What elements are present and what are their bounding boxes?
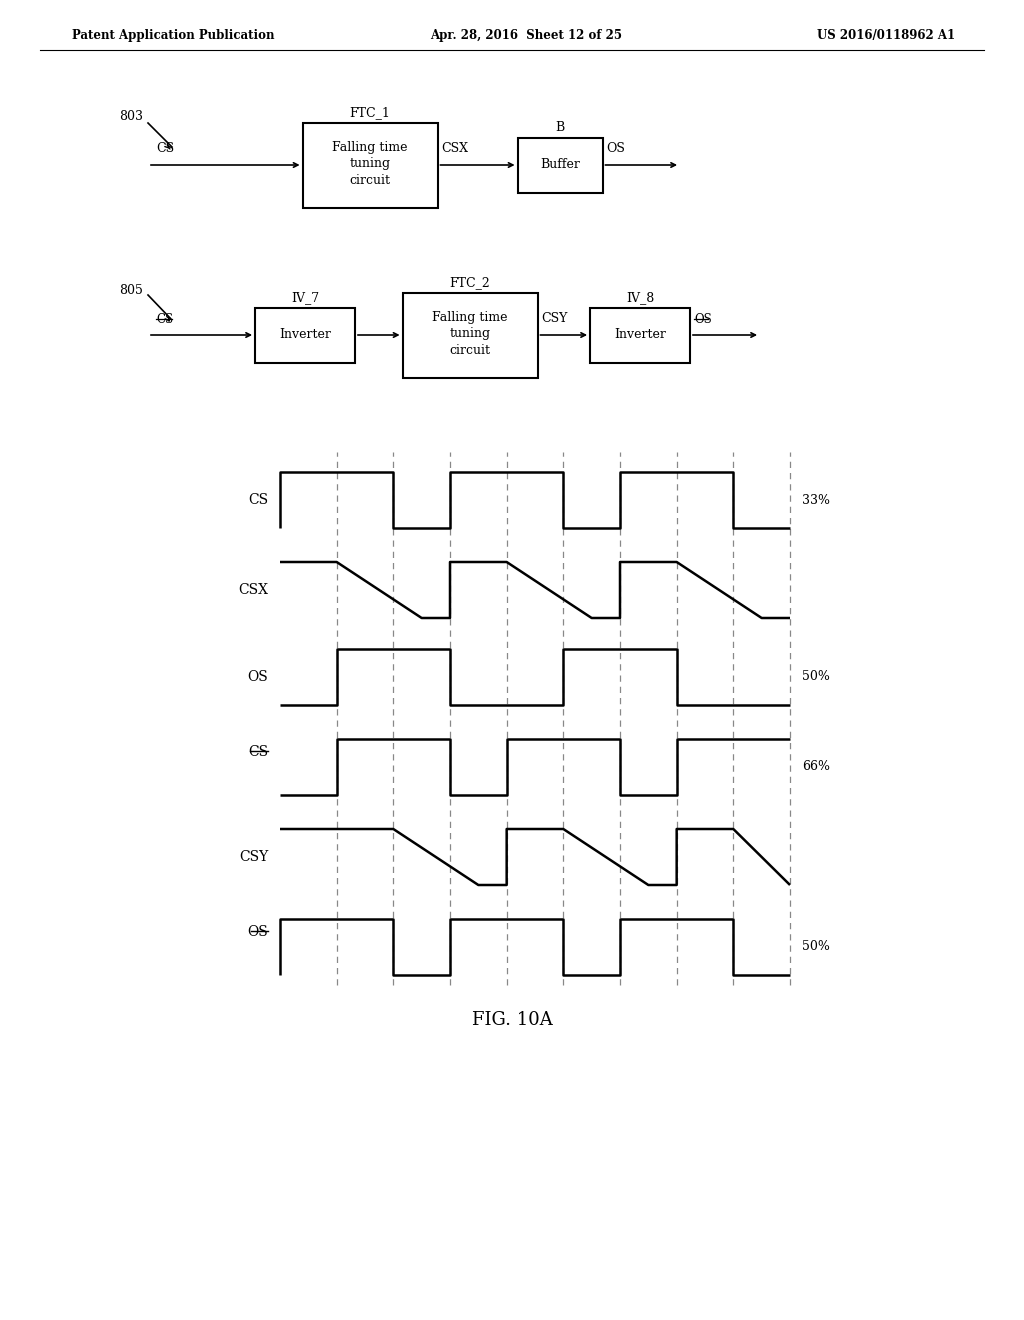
Text: FTC_1: FTC_1 [349, 106, 390, 119]
Text: CSX: CSX [441, 143, 469, 154]
Bar [302, 123, 437, 207]
Text: CS: CS [248, 492, 268, 507]
Text: Buffer: Buffer [540, 158, 580, 172]
Bar [517, 137, 602, 193]
Text: 805: 805 [119, 284, 143, 297]
Text: OS: OS [694, 313, 712, 326]
Bar [590, 308, 690, 363]
Text: CSX: CSX [238, 583, 268, 597]
Text: 33%: 33% [802, 494, 830, 507]
Text: tuning: tuning [349, 157, 390, 169]
Text: OS: OS [247, 671, 268, 684]
Bar [255, 308, 355, 363]
Text: Inverter: Inverter [614, 329, 666, 342]
Text: 66%: 66% [802, 760, 830, 774]
Text: CSY: CSY [542, 312, 568, 325]
Text: tuning: tuning [450, 326, 490, 339]
Text: FIG. 10A: FIG. 10A [472, 1011, 552, 1030]
Text: Falling time: Falling time [332, 140, 408, 153]
Text: B: B [555, 121, 564, 135]
Text: circuit: circuit [349, 174, 390, 187]
Bar [402, 293, 538, 378]
Text: 50%: 50% [802, 671, 829, 684]
Text: FTC_2: FTC_2 [450, 276, 490, 289]
Text: 803: 803 [119, 111, 143, 124]
Text: US 2016/0118962 A1: US 2016/0118962 A1 [817, 29, 955, 41]
Text: Patent Application Publication: Patent Application Publication [72, 29, 274, 41]
Text: Apr. 28, 2016  Sheet 12 of 25: Apr. 28, 2016 Sheet 12 of 25 [430, 29, 622, 41]
Text: Inverter: Inverter [280, 329, 331, 342]
Text: IV_8: IV_8 [626, 290, 654, 304]
Text: 50%: 50% [802, 940, 829, 953]
Text: CS: CS [156, 313, 173, 326]
Text: OS: OS [247, 925, 268, 939]
Text: OS: OS [606, 143, 626, 154]
Text: CS: CS [248, 744, 268, 759]
Text: Falling time: Falling time [432, 310, 508, 323]
Text: IV_7: IV_7 [291, 290, 319, 304]
Text: CSY: CSY [239, 850, 268, 865]
Text: circuit: circuit [450, 345, 490, 358]
Text: CS: CS [156, 143, 174, 154]
